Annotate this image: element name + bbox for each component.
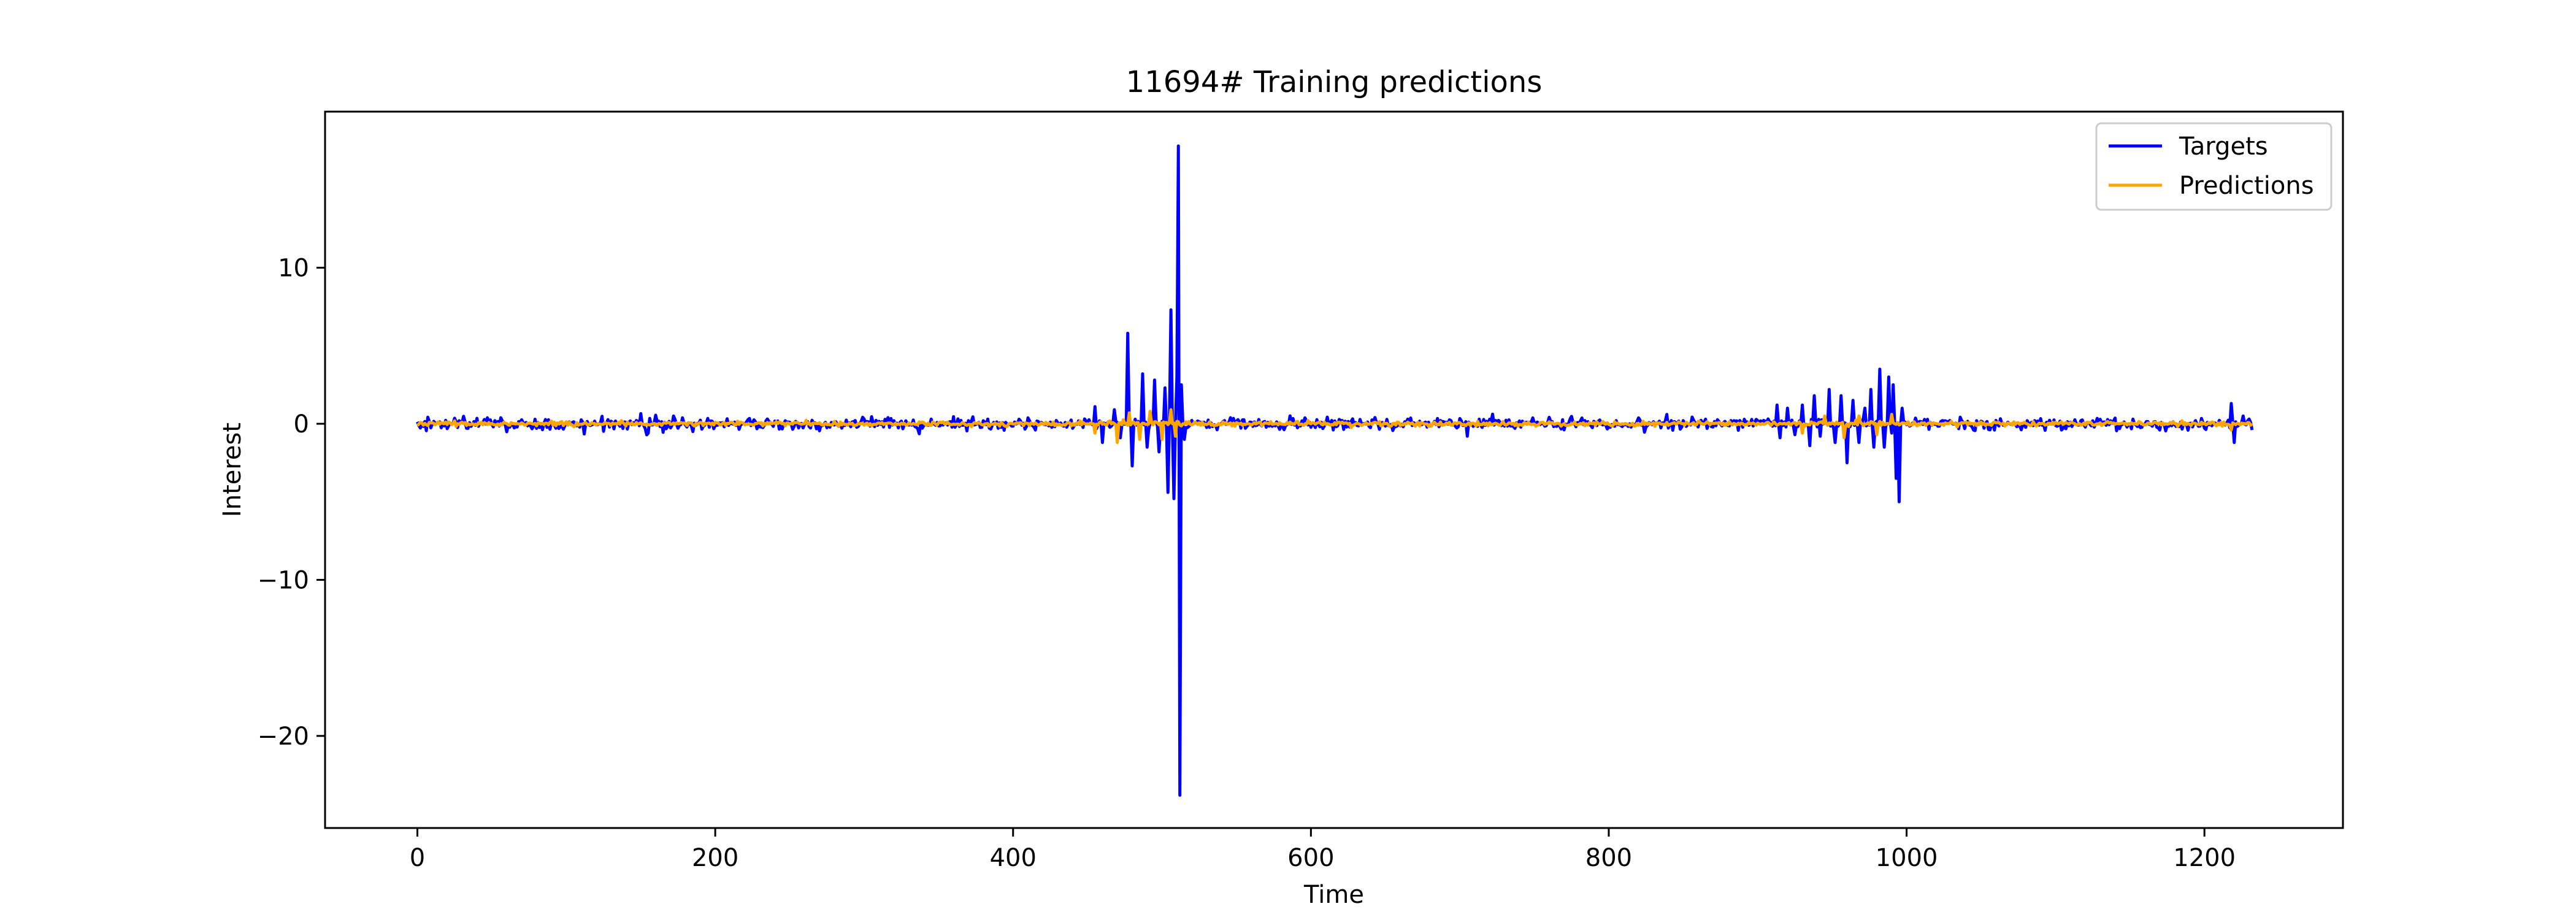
y-tick-label: −20 bbox=[258, 723, 309, 751]
series-layer bbox=[416, 144, 2254, 797]
y-tick-label: −10 bbox=[258, 566, 309, 594]
x-tick-label: 1000 bbox=[1876, 844, 1938, 872]
plot-frame bbox=[324, 110, 2344, 829]
x-axis: 0 200 400 600 800 1000 1200 bbox=[410, 828, 2236, 872]
x-tick-label: 200 bbox=[692, 844, 738, 872]
x-tick-label: 400 bbox=[990, 844, 1037, 872]
x-tick-label: 600 bbox=[1287, 844, 1334, 872]
legend: Targets Predictions bbox=[2095, 122, 2333, 211]
y-axis: −20 −10 0 10 bbox=[258, 254, 325, 751]
y-tick-label: 10 bbox=[278, 254, 309, 282]
chart-title: 11694# Training predictions bbox=[1126, 65, 1543, 99]
series-line-predictions bbox=[416, 408, 2253, 444]
x-tick-label: 800 bbox=[1585, 844, 1632, 872]
x-tick-label: 0 bbox=[410, 844, 425, 872]
legend-label-predictions: Predictions bbox=[2179, 172, 2314, 200]
x-axis-label: Time bbox=[1303, 881, 1364, 909]
legend-label-targets: Targets bbox=[2179, 132, 2268, 161]
x-tick-label: 1200 bbox=[2173, 844, 2236, 872]
y-axis-label: Interest bbox=[218, 423, 247, 517]
y-tick-label: 0 bbox=[294, 410, 309, 439]
